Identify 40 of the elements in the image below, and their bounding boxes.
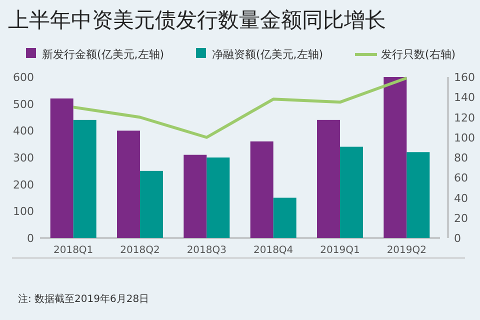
y2-tick-label: 160 bbox=[454, 71, 475, 84]
bar bbox=[273, 198, 296, 238]
y-tick-label: 200 bbox=[13, 178, 34, 192]
x-tick-label: 2019Q2 bbox=[386, 245, 427, 256]
line-series bbox=[72, 76, 408, 139]
x-tick-label: 2018Q4 bbox=[253, 245, 294, 256]
x-tick-label: 2018Q1 bbox=[53, 245, 94, 256]
bar bbox=[184, 154, 207, 238]
bar bbox=[340, 146, 363, 238]
y2-tick-label: 140 bbox=[454, 91, 475, 104]
y2-tick-label: 60 bbox=[454, 172, 468, 185]
y-tick-label: 0 bbox=[27, 232, 34, 245]
bar bbox=[117, 130, 140, 238]
legend-label: 新发行金额(亿美元,左轴) bbox=[42, 48, 164, 61]
bar bbox=[406, 152, 430, 238]
legend-label: 发行只数(右轴) bbox=[381, 48, 456, 61]
chart-title: 上半年中资美元债发行数量金额同比增长 bbox=[8, 8, 386, 32]
legend-label: 净融资额(亿美元,左轴) bbox=[212, 48, 324, 61]
y2-tick-label: 80 bbox=[454, 152, 468, 164]
y2-tick-label: 0 bbox=[454, 232, 461, 245]
text: 注: 数据截至2019年6月28日 bbox=[18, 293, 150, 305]
y-tick-label: 100 bbox=[13, 205, 34, 218]
bar bbox=[317, 120, 340, 238]
bar bbox=[50, 98, 74, 238]
x-tick-label: 2018Q3 bbox=[186, 245, 227, 256]
y-tick-label: 300 bbox=[13, 152, 34, 164]
y-tick-label: 500 bbox=[13, 98, 34, 111]
bar bbox=[384, 77, 407, 238]
bar bbox=[250, 141, 274, 238]
y2-tick-label: 40 bbox=[454, 192, 468, 205]
x-tick-label: 2018Q2 bbox=[120, 245, 160, 256]
y2-tick-label: 100 bbox=[454, 131, 475, 144]
x-tick-label: 2019Q1 bbox=[320, 245, 360, 256]
y2-tick-label: 120 bbox=[454, 111, 475, 124]
bar bbox=[73, 120, 96, 238]
y-tick-label: 400 bbox=[13, 124, 34, 138]
bar bbox=[140, 170, 163, 238]
bar bbox=[206, 158, 230, 238]
y-tick-label: 600 bbox=[13, 71, 34, 84]
y2-tick-label: 20 bbox=[454, 212, 468, 225]
